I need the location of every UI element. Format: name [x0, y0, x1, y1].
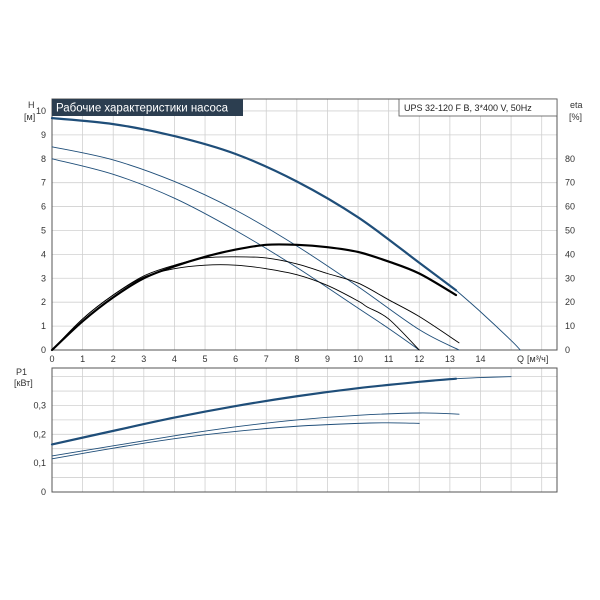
- y2-tick-label: 80: [565, 154, 575, 164]
- grid-layer: [51, 99, 557, 493]
- head-curve: [51, 146, 460, 351]
- y2-tick-label: 40: [565, 249, 575, 259]
- x-axis-unit: [м³/ч]: [527, 354, 548, 364]
- y2-tick-label: 20: [565, 297, 575, 307]
- x-tick-label: 0: [49, 354, 54, 364]
- power-axis-label: P1: [16, 367, 27, 377]
- y-tick-label: 10: [36, 106, 46, 116]
- x-tick-label: 7: [264, 354, 269, 364]
- x-tick-label: 14: [475, 354, 485, 364]
- x-tick-label: 5: [203, 354, 208, 364]
- x-tick-label: 11: [384, 354, 393, 364]
- head-plot-frame: [51, 98, 558, 351]
- tick-labels: 0 1 2 3 4 5 6 7 8 9 10 11 12 13 1401234567891001020304…: [33, 106, 575, 497]
- curves: [50, 117, 521, 460]
- power-tick-label: 0,2: [33, 429, 46, 439]
- y2-tick-label: 10: [565, 321, 575, 331]
- model-label: UPS 32-120 F B, 3*400 V, 50Hz: [404, 103, 532, 113]
- x-axis-label: Q: [517, 354, 524, 364]
- power-plot-frame: [51, 367, 558, 493]
- head-curve: [51, 158, 420, 351]
- x-tick-label: 10: [353, 354, 363, 364]
- power-tick-label: 0,3: [33, 400, 46, 410]
- y-axis-unit: [м]: [24, 112, 35, 122]
- efficiency-curve: [50, 243, 458, 352]
- y2-tick-label: 70: [565, 178, 575, 188]
- efficiency-curve: [51, 264, 420, 351]
- power-tick-label: 0,1: [33, 458, 46, 468]
- x-tick-label: 4: [172, 354, 177, 364]
- y2-tick-label: 60: [565, 202, 575, 212]
- power-curve: [50, 377, 458, 446]
- y2-tick-label: 0: [565, 345, 570, 355]
- power-curve: [51, 412, 460, 457]
- power-tick-label: 0: [41, 487, 46, 497]
- model-box: [398, 98, 558, 117]
- y-tick-label: 3: [41, 273, 46, 283]
- y-tick-label: 5: [41, 225, 46, 235]
- y-tick-label: 8: [41, 154, 46, 164]
- x-tick-label: 2: [111, 354, 116, 364]
- y-tick-label: 4: [41, 249, 46, 259]
- x-tick-label: 9: [325, 354, 330, 364]
- y2-axis-unit: [%]: [569, 112, 582, 122]
- x-tick-label: 1: [80, 354, 85, 364]
- y-tick-label: 9: [41, 130, 46, 140]
- title-banner: [52, 99, 243, 116]
- x-tick-label: 8: [294, 354, 299, 364]
- y2-tick-label: 30: [565, 273, 575, 283]
- head-curve: [455, 289, 521, 351]
- y-tick-label: 0: [41, 345, 46, 355]
- y-tick-label: 1: [41, 321, 46, 331]
- x-tick-label: 6: [233, 354, 238, 364]
- y2-axis-label: eta: [570, 100, 583, 110]
- y-axis-label: H: [28, 100, 35, 110]
- x-tick-label: 13: [445, 354, 455, 364]
- power-curve: [455, 376, 512, 380]
- power-axis-unit: [кВт]: [14, 378, 33, 388]
- chart-title: Рабочие характеристики насоса: [56, 103, 229, 115]
- power-curve: [51, 422, 420, 460]
- y-tick-label: 6: [41, 202, 46, 212]
- x-tick-label: 3: [141, 354, 146, 364]
- y-tick-label: 7: [41, 178, 46, 188]
- y-tick-label: 2: [41, 297, 46, 307]
- plot-frames: [51, 98, 558, 493]
- y2-tick-label: 50: [565, 225, 575, 235]
- head-curve: [50, 117, 458, 292]
- x-tick-label: 12: [414, 354, 424, 364]
